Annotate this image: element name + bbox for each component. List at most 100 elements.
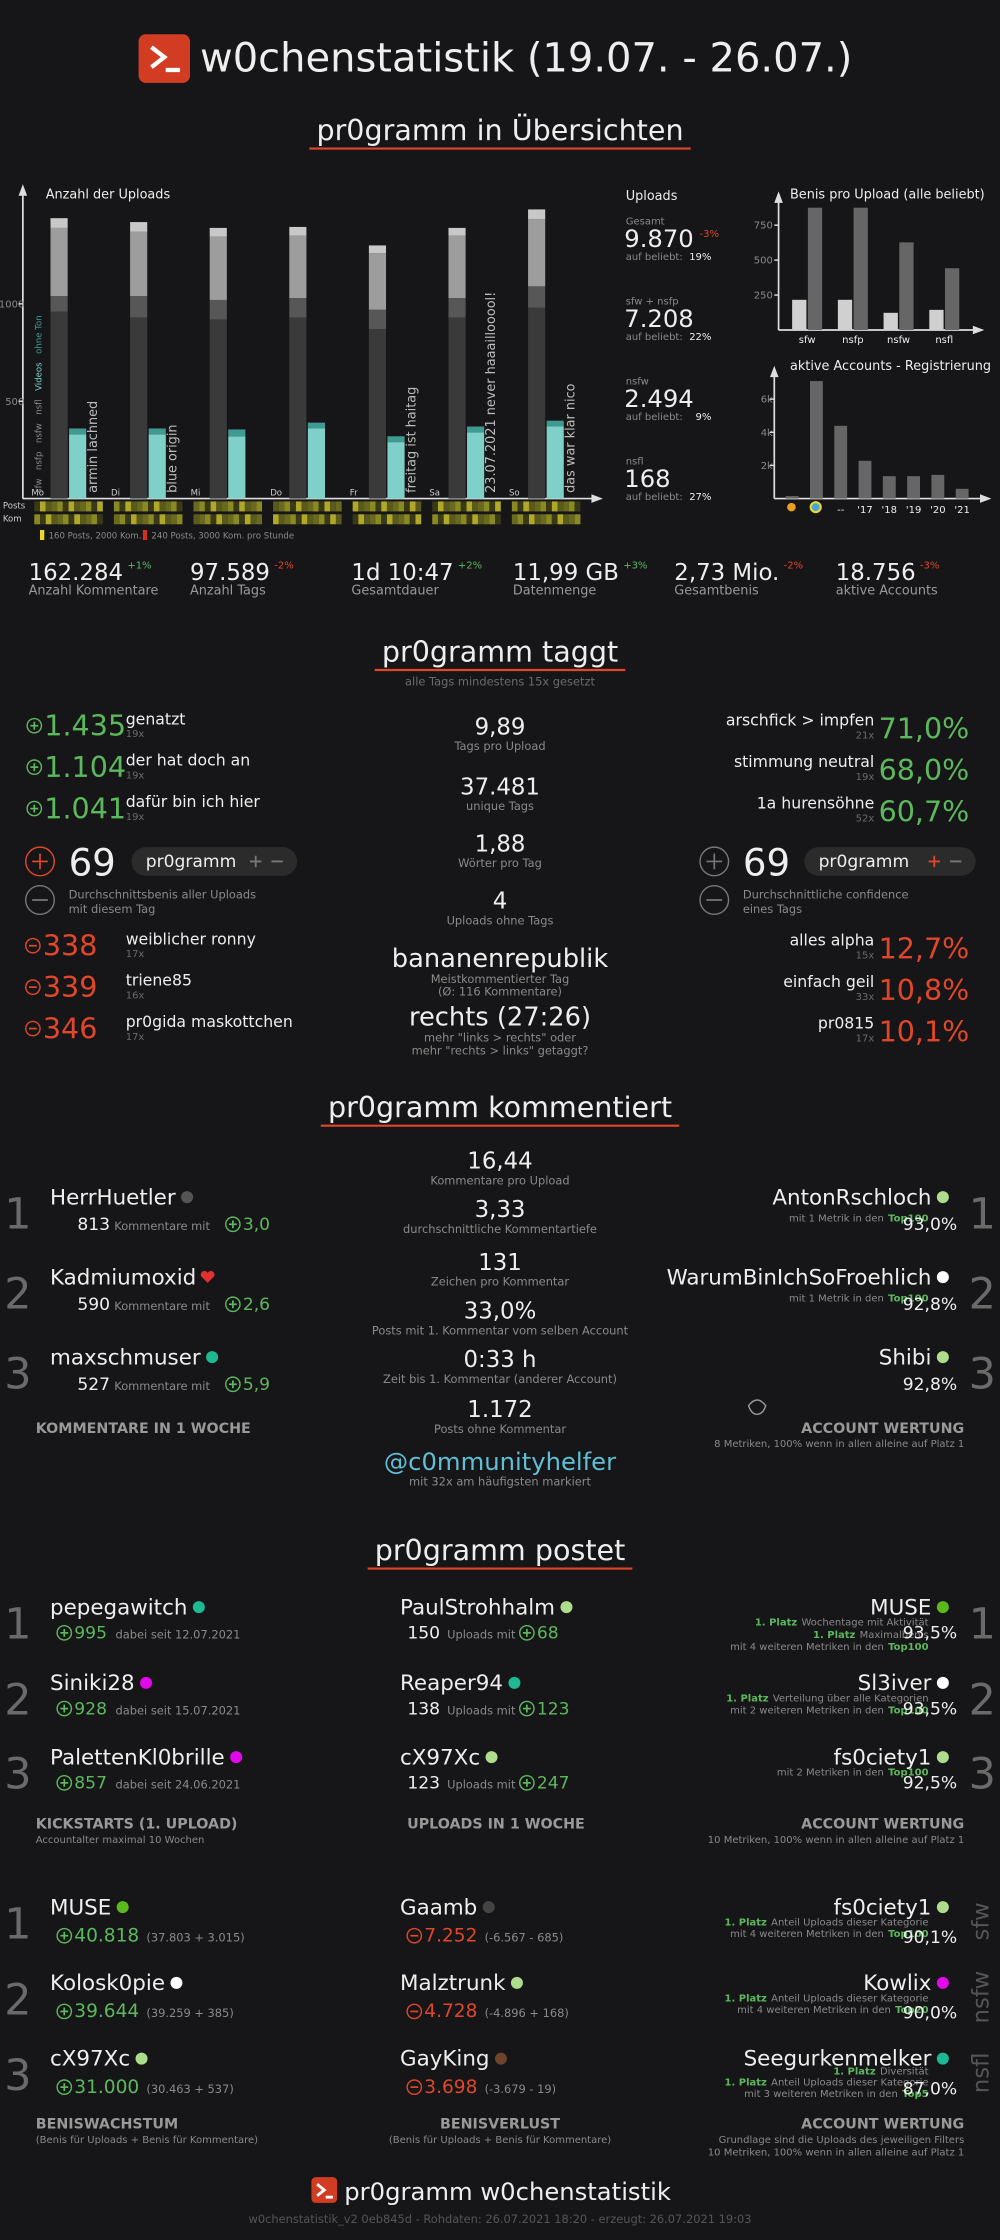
heat-cell — [352, 501, 359, 512]
user-dot — [508, 1676, 521, 1689]
heat-cell — [409, 501, 416, 512]
heat-cell — [91, 501, 98, 512]
user-dot — [936, 1976, 949, 1989]
benis: 995 — [74, 1624, 107, 1644]
panel-value: 168 — [624, 464, 670, 493]
metric-part: Top20 — [895, 2005, 928, 2016]
metric-line: mit 3 weiteren Metriken in den Top5 — [744, 2089, 929, 2100]
bar — [289, 317, 307, 499]
filter-label: nsfl — [969, 2052, 995, 2093]
center-label: Zeit bis 1. Kommentar (anderer Account) — [383, 1372, 617, 1386]
icon-ring — [56, 1927, 73, 1944]
heat-cell — [176, 514, 183, 525]
heat-cell — [199, 501, 205, 512]
heat-row-label: Posts — [3, 502, 26, 512]
metric-part: mit 1 Metrik in den — [789, 1213, 884, 1224]
heat-cell — [159, 514, 166, 525]
heat-cell — [216, 514, 223, 525]
page-title: w0chenstatistik (19.07. - 26.07.) — [200, 35, 852, 81]
benis-detail: (-6.567 - 685) — [485, 1930, 564, 1944]
bar — [448, 227, 466, 236]
icon-ring — [699, 846, 730, 877]
metric-part: Diversität — [880, 2066, 929, 2077]
heat-cell — [432, 501, 438, 512]
heat-cell — [369, 501, 376, 512]
plus-icon — [56, 2003, 73, 2020]
annotation: armin lachned — [86, 401, 101, 493]
heat-cell — [437, 501, 444, 512]
heat-cell — [358, 501, 365, 512]
tag-name: pr0815 — [818, 1014, 874, 1033]
axis-arrow — [18, 184, 28, 196]
x-tick-label: '20 — [930, 505, 945, 516]
bar — [307, 428, 325, 499]
heat-cell — [233, 501, 240, 512]
section-heading: pr0gramm in Übersichten — [316, 113, 683, 147]
user-dot — [936, 1601, 949, 1614]
metric-part: mit 2 Metriken in den — [777, 1768, 884, 1779]
chart-title: Anzahl der Uploads — [46, 188, 171, 203]
panel-label: auf beliebt: — [626, 332, 683, 343]
heat-cell — [142, 514, 149, 525]
filter-name: pr0gramm — [146, 852, 237, 872]
metric-part: 1. Platz — [725, 1918, 768, 1929]
stat-value: 18.756 — [836, 560, 916, 586]
user-name: PaulStrohhalm — [400, 1595, 555, 1620]
bar — [853, 207, 868, 330]
widget-note: Durchschnittliche confidence — [743, 888, 909, 902]
heat-cell — [256, 501, 263, 512]
bar — [528, 219, 546, 287]
heat-cell — [153, 514, 160, 525]
bar — [528, 286, 546, 308]
center-value: 3,33 — [475, 1197, 526, 1223]
stat-label: Anzahl Tags — [190, 583, 266, 598]
heat-cell — [68, 501, 75, 512]
benis-detail: (37.803 + 3.015) — [146, 1930, 244, 1944]
tag-name: der hat doch an — [126, 751, 251, 770]
heat-cell — [517, 501, 524, 512]
plus-icon — [56, 1927, 73, 1944]
icon-ring — [56, 1625, 73, 1641]
plus-icon — [26, 800, 43, 817]
legend-label: 160 Posts, 2000 Kom. — [49, 532, 142, 542]
heat-cell — [392, 501, 399, 512]
heat-cell — [193, 501, 200, 512]
tag-name: 1a hurensöhne — [757, 794, 875, 813]
annotation: freitag ist haitag — [404, 387, 419, 493]
center-value: 0:33 h — [463, 1347, 536, 1373]
score: 87,0% — [903, 2079, 957, 2099]
heat-cell — [523, 514, 529, 525]
icon-ring — [25, 846, 55, 877]
footer-meta: w0chenstatistik_v2 0eb845d - Rohdaten: 2… — [249, 2212, 752, 2226]
rank: 2 — [4, 1270, 31, 1320]
column-footer: BENISWACHSTUM — [36, 2117, 178, 2133]
center-label: mehr "rechts > links" getaggt? — [412, 1043, 589, 1057]
chart-title: aktive Accounts - Registrierung — [790, 359, 991, 374]
center-value: bananenrepublik — [392, 944, 609, 974]
legend-label: nsfp — [34, 452, 44, 470]
heat-cell — [284, 514, 291, 525]
stat-value: 162.284 — [29, 560, 123, 586]
benis-detail: (-3.679 - 19) — [485, 2082, 557, 2096]
tag-score: 60,7% — [879, 794, 970, 828]
bar — [209, 299, 227, 320]
user-name: Shibi — [879, 1345, 932, 1370]
heat-cell — [409, 514, 416, 525]
heat-cell — [534, 501, 541, 512]
heat-cell — [85, 514, 92, 525]
center-label: Meistkommentierter Tag — [431, 972, 570, 986]
heat-cell — [273, 514, 279, 525]
heat-cell — [113, 501, 120, 512]
axis-arrow — [980, 494, 992, 503]
panel-beliebt: 27% — [689, 492, 711, 503]
bar — [289, 226, 307, 236]
bar — [50, 311, 68, 499]
panel-label: auf beliebt: — [626, 412, 683, 423]
icon-ring — [26, 717, 43, 734]
user-dot — [936, 2052, 949, 2065]
bar — [546, 420, 564, 427]
heat-cell — [91, 514, 98, 525]
bar — [792, 299, 807, 330]
heat-cell — [511, 501, 518, 512]
bar — [883, 312, 898, 330]
